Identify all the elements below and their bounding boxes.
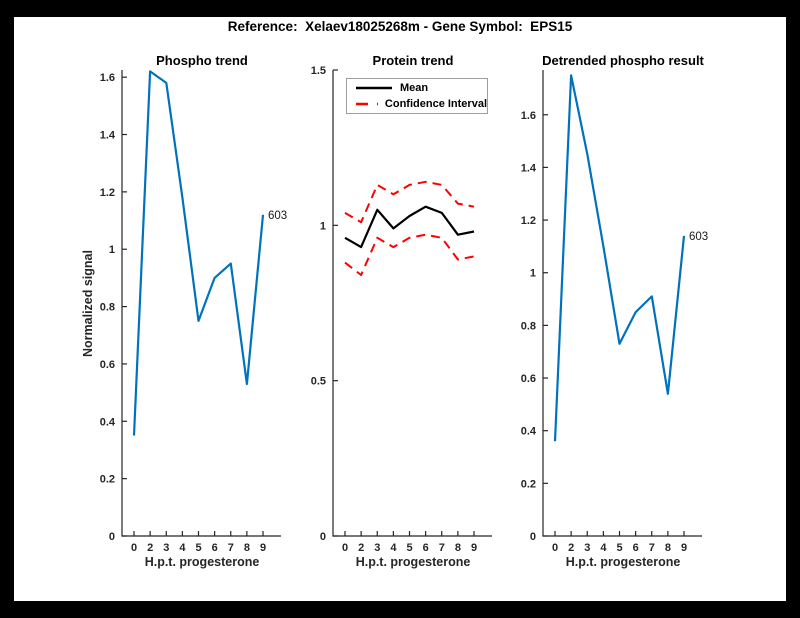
y-tick-label: 0 (320, 531, 326, 543)
x-tick-label: 5 (406, 542, 412, 554)
x-tick-label: 6 (423, 542, 429, 554)
y-tick-label: 0.8 (521, 320, 536, 332)
y-tick-label: 0.4 (521, 426, 537, 438)
x-tick-label: 8 (665, 542, 671, 554)
protein-trend-title: Protein trend (372, 53, 454, 68)
detrended-phospho-title: Detrended phospho result (542, 53, 704, 68)
legend-label-ci: Confidence Interval (384, 98, 487, 110)
legend: Mean Confidence Interval (346, 78, 488, 114)
confidence-interval-line (344, 180, 475, 224)
y-tick-label: 1.2 (521, 215, 536, 227)
x-tick-label: 9 (260, 542, 266, 554)
y-tick-label: 0.8 (100, 302, 115, 314)
y-tick-label: 1 (109, 244, 115, 256)
y-tick-label: 0.6 (521, 373, 536, 385)
y-tick-label: 0 (109, 531, 115, 543)
axis-spines (121, 70, 281, 537)
x-tick-label: 5 (616, 542, 622, 554)
legend-label-mean: Mean (400, 82, 429, 94)
x-tick-label: 7 (439, 542, 445, 554)
x-tick-label: 3 (374, 542, 380, 554)
x-tick-label: 6 (633, 542, 639, 554)
x-tick-label: 4 (179, 542, 186, 554)
x-tick-label: 2 (358, 542, 364, 554)
x-tick-label: 9 (471, 542, 477, 554)
phospho-signal-line (132, 70, 265, 436)
xlabel-protein: H.p.t. progesterone (355, 555, 471, 569)
y-tick-label: 1.4 (521, 162, 537, 174)
phospho-trend-title: Phospho trend (156, 53, 248, 68)
ci-line-sample-icon (356, 102, 378, 106)
y-tick-label: 1.6 (100, 72, 115, 84)
y-tick-label: 1.6 (521, 110, 536, 122)
legend-row-ci: Confidence Interval (347, 97, 487, 111)
series-end-label: 603 (689, 231, 708, 243)
y-tick-label: 0.4 (100, 416, 116, 428)
y-tick-label: 1 (530, 268, 536, 280)
x-tick-label: 3 (163, 542, 169, 554)
legend-row-mean: Mean (347, 81, 487, 95)
series-end-label: 603 (268, 210, 287, 222)
y-tick-label: 1.4 (100, 130, 116, 142)
mean-line (344, 205, 475, 249)
y-tick-label: 0.2 (521, 478, 536, 490)
x-tick-label: 0 (342, 542, 348, 554)
x-tick-label: 8 (455, 542, 461, 554)
y-tick-label: 0.6 (100, 359, 115, 371)
figure-title: Reference: Xelaev18025268m - Gene Symbol… (227, 19, 573, 34)
y-tick-label: 0.2 (100, 474, 115, 486)
mean-line-sample-icon (356, 86, 392, 90)
x-tick-label: 3 (584, 542, 590, 554)
y-tick-label: 0.5 (311, 376, 326, 388)
x-tick-label: 8 (244, 542, 250, 554)
x-tick-label: 4 (390, 542, 397, 554)
x-tick-label: 6 (212, 542, 218, 554)
x-tick-label: 7 (649, 542, 655, 554)
y-tick-label: 1.2 (100, 187, 115, 199)
x-tick-label: 2 (147, 542, 153, 554)
x-tick-label: 2 (568, 542, 574, 554)
figure-canvas: Reference: Xelaev18025268m - Gene Symbol… (14, 17, 786, 601)
axis-spines (332, 70, 492, 537)
xlabel-detrended: H.p.t. progesterone (565, 555, 681, 569)
x-tick-label: 5 (195, 542, 201, 554)
protein-trend-plot: 00.511.50 2 3 4 5 6 7 8 9 (311, 65, 492, 554)
xlabel-phospho: H.p.t. progesterone (144, 555, 260, 569)
detrended-phospho-signal-line (553, 74, 686, 442)
y-tick-label: 1.5 (311, 65, 326, 77)
y-tick-label: 0 (530, 531, 536, 543)
y-tick-label: 1 (320, 220, 326, 232)
x-tick-label: 7 (228, 542, 234, 554)
confidence-interval-line (344, 233, 475, 276)
x-tick-label: 9 (681, 542, 687, 554)
x-tick-label: 4 (600, 542, 607, 554)
x-tick-label: 0 (552, 542, 558, 554)
x-tick-label: 0 (131, 542, 137, 554)
